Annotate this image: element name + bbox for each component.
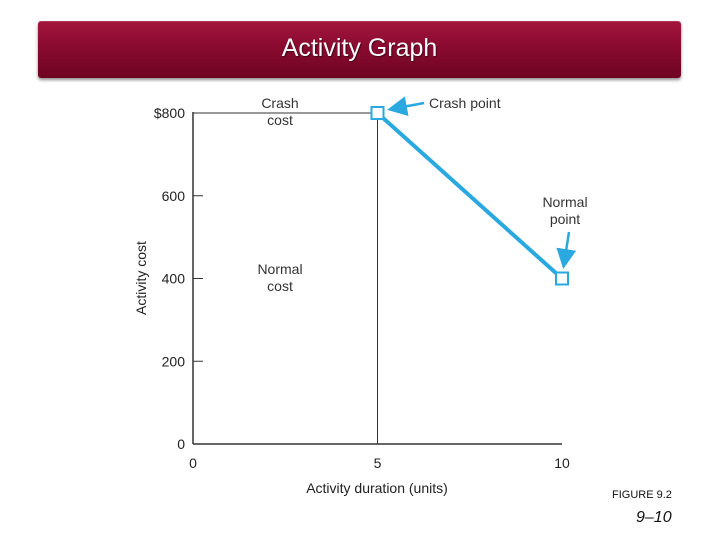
reference-lines-group bbox=[193, 112, 378, 444]
ticks-group: 0 200 400 600 $800 0 5 10 bbox=[154, 105, 570, 471]
page-number: 9–10 bbox=[636, 509, 672, 526]
x-tick-label: 10 bbox=[554, 455, 570, 471]
normal-cost-label: Normal cost bbox=[257, 261, 302, 294]
series-group bbox=[370, 106, 569, 286]
x-tick-label: 0 bbox=[189, 455, 197, 471]
annotations-group: Crash cost Normal cost Crash point Normal poin… bbox=[257, 95, 587, 294]
y-tick-label: 400 bbox=[162, 271, 186, 287]
figure-label: FIGURE 9.2 bbox=[612, 489, 672, 501]
x-axis-label: Activity duration (units) bbox=[306, 480, 448, 496]
crash-point-arrow bbox=[387, 96, 425, 117]
crash-cost-label: Crash cost bbox=[261, 95, 298, 128]
title-bar: Activity Graph bbox=[38, 21, 681, 78]
normal-point-marker bbox=[555, 271, 569, 286]
y-tick-label: 200 bbox=[162, 353, 186, 369]
normal-point-label: Normal point bbox=[542, 194, 587, 227]
y-tick-label: $800 bbox=[154, 105, 185, 121]
crash-normal-line bbox=[376, 111, 564, 280]
y-tick-label: 0 bbox=[177, 436, 185, 452]
normal-point-arrow bbox=[556, 231, 577, 269]
crash-point-marker bbox=[370, 106, 385, 120]
crash-point-label: Crash point bbox=[429, 95, 501, 111]
y-axis-label: Activity cost bbox=[133, 241, 149, 315]
slide-title: Activity Graph bbox=[281, 34, 438, 62]
x-tick-label: 5 bbox=[374, 455, 382, 471]
y-tick-label: 600 bbox=[162, 188, 186, 204]
